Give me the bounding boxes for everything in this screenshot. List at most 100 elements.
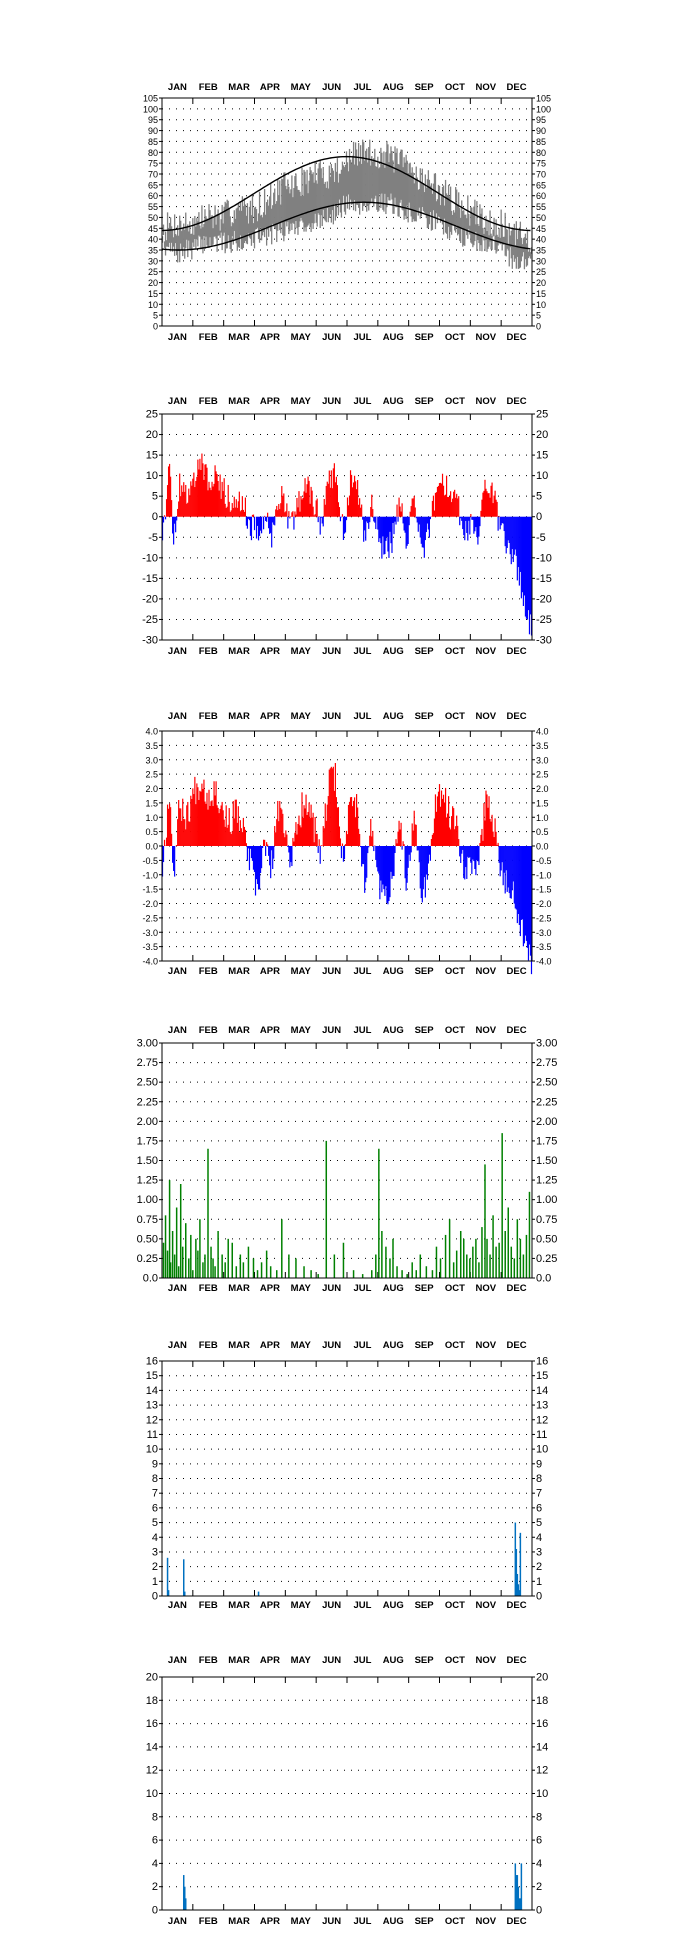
y-tick-label-right: 0.25 (536, 1253, 557, 1265)
y-tick-label-right: 35 (536, 246, 546, 256)
month-label-top: JAN (168, 711, 187, 722)
y-tick-label-left: 20 (146, 1672, 158, 1684)
y-tick-label-left: 16 (146, 1356, 158, 1368)
y-tick-label-right: 0.5 (536, 827, 549, 837)
y-tick-label-left: 25 (146, 409, 158, 421)
month-label-top: FEB (199, 1655, 218, 1666)
y-tick-label-left: 2 (152, 1561, 158, 1573)
y-tick-label-right: 15 (536, 1370, 548, 1382)
y-tick-label-right: 25 (536, 409, 548, 421)
y-tick-label-left: -20 (142, 593, 158, 605)
month-label-bottom: MAR (228, 966, 250, 977)
y-tick-label-right: 2.75 (536, 1057, 557, 1069)
month-label-bottom: FEB (199, 966, 218, 977)
month-label-top: SEP (415, 82, 435, 93)
y-tick-label-left: 0 (152, 1591, 158, 1603)
month-label-top: JUN (322, 1025, 341, 1036)
month-label-top: APR (260, 396, 280, 407)
month-label-bottom: DEC (507, 1600, 527, 1611)
month-label-bottom: AUG (383, 646, 404, 657)
y-tick-label-right: 95 (536, 115, 546, 125)
month-label-bottom: NOV (475, 646, 496, 657)
month-label-top: DEC (507, 711, 527, 722)
month-label-bottom: FEB (199, 332, 218, 343)
y-tick-label-left: 5 (152, 1517, 158, 1529)
y-tick-label-left: 2.5 (145, 770, 158, 780)
month-label-bottom: JAN (168, 1916, 187, 1927)
month-label-top: MAR (228, 1655, 250, 1666)
month-label-bottom: JUN (322, 1600, 341, 1611)
y-tick-label-right: 9 (536, 1458, 542, 1470)
y-tick-label-right: -5 (536, 532, 546, 544)
month-label-bottom: JUN (322, 966, 341, 977)
y-tick-label-left: 1 (152, 1576, 158, 1588)
y-tick-label-right: 2 (536, 1881, 542, 1893)
y-tick-label-left: 100 (143, 104, 158, 114)
month-label-top: JUN (322, 711, 341, 722)
month-label-top: MAY (291, 1340, 312, 1351)
y-tick-label-right: -3.5 (536, 942, 552, 952)
y-tick-label-left: 3.0 (145, 755, 158, 765)
y-tick-label-right: 20 (536, 278, 546, 288)
y-tick-label-right: 10 (536, 1788, 548, 1800)
y-tick-label-left: 0 (152, 511, 158, 523)
y-tick-label-right: 8 (536, 1473, 542, 1485)
month-label-top: APR (260, 711, 280, 722)
y-tick-label-left: 0.5 (145, 827, 158, 837)
y-tick-label-left: 12 (146, 1414, 158, 1426)
y-tick-label-right: 1.75 (536, 1135, 557, 1147)
month-label-top: NOV (475, 396, 496, 407)
y-tick-label-left: 0.50 (137, 1233, 158, 1245)
month-label-bottom: APR (260, 1916, 280, 1927)
y-tick-label-left: 14 (146, 1741, 158, 1753)
month-label-bottom: AUG (383, 966, 404, 977)
y-tick-label-left: -1.5 (142, 885, 158, 895)
month-label-top: MAY (291, 711, 312, 722)
y-tick-label-left: 25 (148, 267, 158, 277)
y-tick-label-left: -15 (142, 573, 158, 585)
month-label-top: JUN (322, 396, 341, 407)
month-label-bottom: SEP (415, 646, 435, 657)
month-label-top: FEB (199, 1340, 218, 1351)
y-tick-label-right: -1.0 (536, 870, 552, 880)
month-label-bottom: OCT (445, 332, 465, 343)
month-label-bottom: MAR (228, 1283, 250, 1294)
y-tick-label-right: 3.00 (536, 1038, 557, 1050)
y-tick-label-left: 35 (148, 246, 158, 256)
chart-departures: -30-30-25-25-20-20-15-15-10-10-5-5005510… (142, 396, 552, 657)
y-tick-label-right: 0.0 (536, 1273, 551, 1285)
y-tick-label-right: 1.50 (536, 1155, 557, 1167)
y-tick-label-right: 2.5 (536, 770, 549, 780)
y-tick-label-right: 100 (536, 104, 551, 114)
month-label-bottom: MAR (228, 1600, 250, 1611)
month-label-top: AUG (383, 1025, 404, 1036)
month-label-top: APR (260, 1340, 280, 1351)
month-label-top: SEP (415, 1025, 435, 1036)
y-tick-label-right: 1.00 (536, 1194, 557, 1206)
y-tick-label-right: 0 (536, 1591, 542, 1603)
y-tick-label-left: 0.0 (143, 1273, 158, 1285)
y-tick-label-right: 7 (536, 1488, 542, 1500)
y-tick-label-left: 20 (148, 278, 158, 288)
y-tick-label-right: 0.50 (536, 1233, 557, 1245)
y-tick-label-left: 8 (152, 1811, 158, 1823)
month-label-bottom: JUL (353, 1600, 371, 1611)
y-tick-label-right: -2.0 (536, 899, 552, 909)
month-label-bottom: JUL (353, 646, 371, 657)
month-label-top: SEP (415, 711, 435, 722)
y-tick-label-left: 3.00 (137, 1038, 158, 1050)
y-tick-label-right: 10 (536, 300, 546, 310)
y-tick-label-right: 45 (536, 224, 546, 234)
y-tick-label-left: -3.5 (142, 942, 158, 952)
y-tick-label-right: 12 (536, 1765, 548, 1777)
month-label-bottom: SEP (415, 1916, 435, 1927)
y-tick-label-left: 45 (148, 224, 158, 234)
month-label-top: FEB (199, 711, 218, 722)
y-tick-label-left: 1.5 (145, 798, 158, 808)
y-tick-label-left: 70 (148, 170, 158, 180)
month-label-bottom: OCT (445, 646, 465, 657)
y-tick-label-left: 10 (146, 1788, 158, 1800)
y-tick-label-left: 10 (146, 470, 158, 482)
y-tick-label-left: -25 (142, 614, 158, 626)
